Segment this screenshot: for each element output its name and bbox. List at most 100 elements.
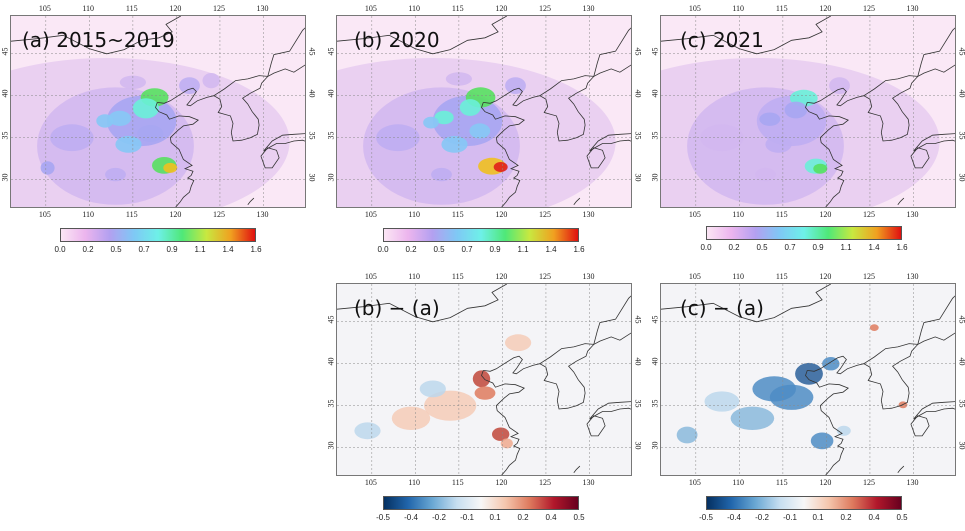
colorbar-tick-label: 1.6: [250, 245, 262, 254]
lon-tick-label: 125: [538, 478, 551, 487]
lon-tick-label: 125: [862, 272, 875, 281]
lon-tick-label: 125: [212, 210, 225, 219]
concentration-blob: [784, 101, 808, 119]
concentration-blob: [469, 123, 491, 139]
lon-tick-label: 115: [451, 210, 464, 219]
map-b: [336, 15, 632, 208]
concentration-blob: [423, 116, 439, 129]
lon-tick-label: 110: [408, 210, 421, 219]
colorbar-b: [383, 228, 579, 242]
concentration-blob: [769, 384, 814, 410]
panel-a: (a) 2015~2019: [0, 0, 320, 265]
panel-b-minus-a: (b) − (a): [330, 270, 650, 531]
panel-b-minus-a-label: (b) − (a): [354, 296, 440, 320]
colorbar-tick-label: 1.1: [194, 245, 206, 254]
lon-tick-label: 130: [906, 478, 919, 487]
concentration-blob: [813, 163, 828, 174]
colorbar-c-minus-a: [706, 496, 902, 510]
colorbar-tick-label: 0.7: [138, 245, 150, 254]
concentration-blob: [493, 162, 508, 172]
concentration-blob: [354, 422, 381, 440]
lat-tick-label: 45: [307, 47, 317, 56]
colorbar-tick-label: 0.5: [433, 245, 445, 254]
concentration-blob: [730, 406, 775, 430]
lat-tick-label: 35: [633, 399, 643, 408]
lat-tick-label: 45: [0, 47, 10, 56]
concentration-blob: [810, 432, 834, 450]
colorbar-tick-label: -0.1: [460, 513, 474, 522]
colorbar-c: [706, 226, 902, 240]
colorbar-tick-label: 1.4: [222, 245, 234, 254]
lat-tick-label: 40: [633, 357, 643, 366]
colorbar-tick-label: 0.4: [545, 513, 557, 522]
lat-tick-label: 30: [633, 441, 643, 450]
concentration-blob: [676, 426, 698, 444]
colorbar-tick-label: 0.5: [896, 513, 908, 522]
colorbar-tick-label: 0.9: [166, 245, 178, 254]
colorbar-tick-label: 1.4: [868, 243, 880, 252]
colorbar-tick-label: 0.2: [82, 245, 94, 254]
concentration-blob: [137, 125, 164, 142]
lon-tick-label: 110: [82, 4, 95, 13]
lat-tick-label: 30: [650, 441, 660, 450]
colorbar-tick-label: -0.5: [699, 513, 713, 522]
lat-tick-label: 35: [650, 399, 660, 408]
concentration-blob: [431, 167, 452, 182]
panel-c: (c) 2021: [655, 0, 965, 265]
colorbar-tick-label: -0.2: [432, 513, 446, 522]
map-b-minus-a-svg: [337, 284, 631, 475]
colorbar-tick-label: 0.1: [812, 513, 824, 522]
colorbar-tick-label: -0.4: [404, 513, 418, 522]
colorbar-tick-label: 0.5: [573, 513, 585, 522]
lon-tick-label: 125: [212, 4, 225, 13]
concentration-blob: [492, 427, 510, 441]
colorbar-tick-label: 0.7: [784, 243, 796, 252]
concentration-blob: [474, 386, 496, 400]
lon-tick-label: 130: [582, 272, 595, 281]
lon-tick-label: 105: [688, 272, 701, 281]
lat-tick-label: 40: [957, 89, 965, 98]
concentration-blob: [419, 380, 446, 398]
concentration-blob: [115, 136, 142, 153]
colorbar-tick-label: 0.0: [377, 245, 389, 254]
lat-tick-label: 40: [307, 89, 317, 98]
lon-tick-label: 115: [775, 478, 788, 487]
lon-tick-label: 120: [169, 4, 182, 13]
lon-tick-label: 120: [819, 4, 832, 13]
colorbar-tick-label: 0.5: [756, 243, 768, 252]
lon-tick-label: 130: [582, 4, 595, 13]
concentration-blob: [434, 110, 454, 125]
lat-tick-label: 40: [957, 357, 965, 366]
lon-tick-label: 105: [364, 4, 377, 13]
lat-tick-label: 30: [650, 173, 660, 182]
colorbar-tick-label: 0.5: [110, 245, 122, 254]
colorbar-tick-label: -0.4: [727, 513, 741, 522]
lon-tick-label: 105: [688, 4, 701, 13]
lon-tick-label: 115: [125, 210, 138, 219]
lon-tick-label: 125: [538, 4, 551, 13]
lon-tick-label: 115: [775, 210, 788, 219]
lat-tick-label: 40: [326, 357, 336, 366]
concentration-blob: [472, 370, 491, 388]
map-a: [10, 15, 306, 208]
map-c: [660, 15, 956, 208]
colorbar-tick-label: 1.6: [573, 245, 585, 254]
lon-tick-label: 110: [732, 4, 745, 13]
lon-tick-label: 105: [38, 210, 51, 219]
lon-tick-label: 120: [495, 210, 508, 219]
colorbar-tick-label: 0.2: [840, 513, 852, 522]
lat-tick-label: 30: [326, 173, 336, 182]
lat-tick-label: 45: [326, 47, 336, 56]
concentration-blob: [163, 162, 178, 173]
lat-tick-label: 40: [650, 89, 660, 98]
lat-tick-label: 40: [650, 357, 660, 366]
lon-tick-label: 110: [732, 210, 745, 219]
panel-b: (b) 2020: [330, 0, 650, 265]
lon-tick-label: 130: [906, 272, 919, 281]
lon-tick-label: 110: [732, 272, 745, 281]
map-c-minus-a-svg: [661, 284, 955, 475]
concentration-blob: [704, 391, 740, 412]
colorbar-tick-label: 1.6: [896, 243, 908, 252]
colorbar-tick-label: 0.2: [405, 245, 417, 254]
concentration-blob: [756, 95, 827, 147]
